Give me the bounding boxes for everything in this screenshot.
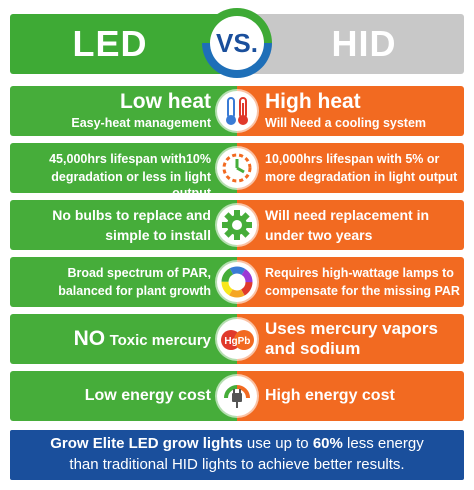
- led-cell: 45,000hrs lifespan with10% degradation o…: [10, 143, 237, 200]
- led-cell: Low heat Easy-heat management: [10, 86, 237, 136]
- footer-percent: 60%: [312, 435, 343, 452]
- led-prefix: NO: [73, 327, 106, 350]
- footer-banner: Grow Elite LED grow lights use up to 60%…: [10, 430, 464, 480]
- hid-cell: Will need replacement in under two years: [237, 200, 464, 250]
- led-cell: Low energy cost: [10, 371, 237, 421]
- hid-subtitle: Will Need a cooling system: [265, 116, 427, 130]
- vs-badge: VS.: [202, 8, 272, 78]
- mercury-icon: Hg Pb: [217, 319, 257, 359]
- footer-text-2: less energy: [342, 435, 424, 452]
- footer-brand: Grow Elite LED grow lights: [50, 435, 243, 452]
- led-cell: Broad spectrum of PAR, balanced for plan…: [10, 257, 237, 307]
- led-label: Low energy cost: [84, 387, 211, 404]
- footer-line-2: than traditional HID lights to achieve b…: [69, 456, 405, 473]
- led-line-1: Broad spectrum of PAR,: [67, 266, 211, 280]
- hid-header: HID: [237, 14, 464, 74]
- hid-cell: Requires high-wattage lamps to compensat…: [237, 257, 464, 307]
- hid-line-2: under two years: [265, 227, 373, 243]
- timer-icon: [217, 148, 257, 188]
- led-line-1: 45,000hrs lifespan with10%: [49, 152, 211, 166]
- led-line-1: No bulbs to replace and: [52, 207, 211, 223]
- hid-cell: High energy cost: [237, 371, 464, 421]
- led-line-2: simple to install: [105, 227, 211, 243]
- led-cell: NO Toxic mercury: [10, 314, 237, 364]
- comparison-row-mercury: NO Toxic mercury Uses mercury vapors and…: [10, 314, 464, 364]
- plug-icon: [217, 376, 257, 416]
- comparison-row-spectrum: Broad spectrum of PAR, balanced for plan…: [10, 257, 464, 307]
- led-line-2: degradation or less in light output: [51, 170, 211, 200]
- gear-icon: [217, 205, 257, 245]
- footer-text-1: use up to: [242, 435, 313, 452]
- hid-line-2: compensate for the missing PAR: [265, 284, 460, 298]
- hid-cell: Uses mercury vapors and sodium: [237, 314, 464, 364]
- hid-line-1: Uses mercury vapors: [265, 319, 438, 338]
- hid-label: High energy cost: [265, 387, 395, 404]
- color-wheel-icon: [217, 262, 257, 302]
- vs-label: VS.: [210, 16, 264, 70]
- hid-line-1: Requires high-wattage lamps to: [265, 266, 454, 280]
- hid-title: High heat: [265, 90, 361, 113]
- hid-line-1: 10,000hrs lifespan with 5% or: [265, 152, 440, 166]
- comparison-row-heat: Low heat Easy-heat management High heat …: [10, 86, 464, 136]
- thermometer-icon: [217, 91, 257, 131]
- led-label: Toxic mercury: [109, 332, 211, 349]
- pb-label: Pb: [238, 336, 251, 347]
- hg-label: Hg: [224, 336, 237, 347]
- led-title: Low heat: [119, 90, 211, 113]
- footer-line-1: Grow Elite LED grow lights use up to 60%…: [10, 434, 464, 454]
- hid-line-2: more degradation in light output: [265, 170, 458, 184]
- led-text: NO Toxic mercury: [74, 327, 211, 351]
- led-subtitle: Easy-heat management: [71, 116, 211, 130]
- hid-cell: 10,000hrs lifespan with 5% or more degra…: [237, 143, 464, 193]
- comparison-row-replacement: No bulbs to replace and simple to instal…: [10, 200, 464, 250]
- hid-header-label: HID: [331, 23, 397, 64]
- led-header-label: LED: [72, 23, 148, 64]
- comparison-row-energy: Low energy cost High energy cost: [10, 371, 464, 421]
- led-header: LED: [10, 14, 237, 74]
- led-line-2: balanced for plant growth: [58, 284, 211, 298]
- led-cell: No bulbs to replace and simple to instal…: [10, 200, 237, 250]
- hid-cell: High heat Will Need a cooling system: [237, 86, 464, 136]
- comparison-row-lifespan: 45,000hrs lifespan with10% degradation o…: [10, 143, 464, 200]
- hid-line-2: and sodium: [265, 339, 361, 358]
- hid-line-1: Will need replacement in: [265, 207, 430, 223]
